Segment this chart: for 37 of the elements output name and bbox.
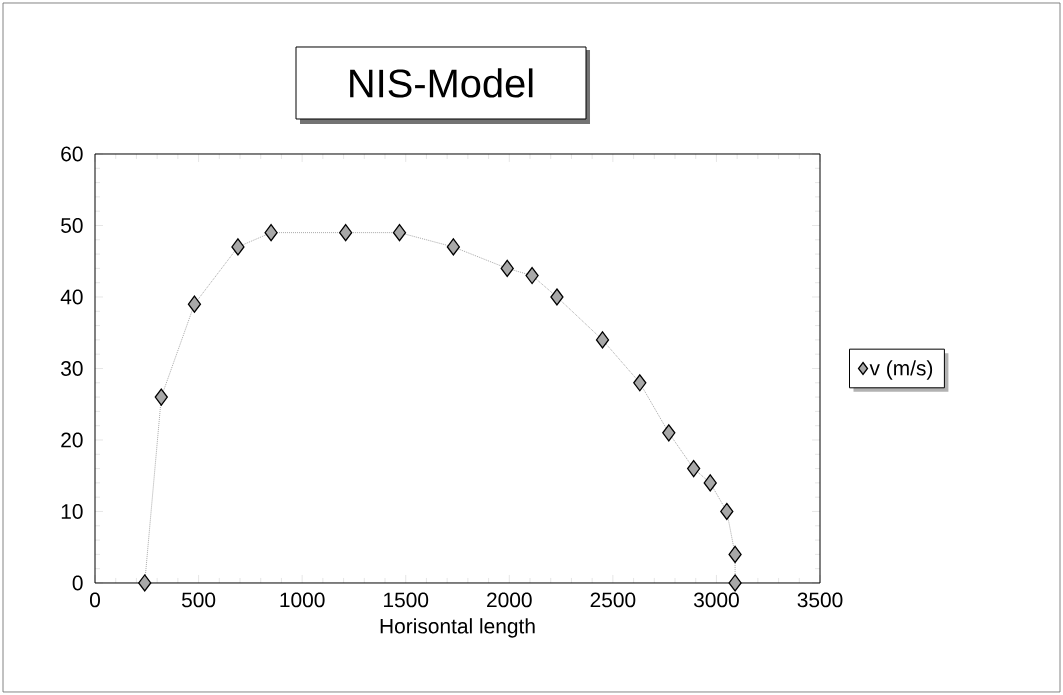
- point: [703, 474, 717, 492]
- point: [339, 223, 353, 242]
- point: [231, 238, 245, 256]
- x-tick-label: 1000: [280, 592, 325, 608]
- point: [687, 459, 701, 478]
- point: [446, 238, 461, 256]
- y-tick-label: 10: [61, 504, 83, 519]
- point: [728, 545, 742, 564]
- y-tick-label: 20: [61, 432, 83, 448]
- x-tick-label: 0: [90, 592, 100, 608]
- y-tick-label: 0: [72, 575, 83, 591]
- point: [154, 388, 168, 406]
- point: [595, 331, 610, 349]
- y-tick-label: 40: [60, 289, 83, 305]
- x-tick-label: 3000: [693, 592, 739, 608]
- chart-title: NIS-Model: [350, 68, 533, 98]
- point: [264, 223, 278, 242]
- x-tick-label: 2500: [590, 592, 636, 608]
- point: [500, 259, 514, 278]
- point: [392, 223, 407, 242]
- point: [633, 374, 647, 392]
- point: [138, 574, 152, 592]
- y-tick-label: 50: [61, 218, 83, 233]
- point: [525, 266, 539, 285]
- point: [662, 424, 676, 442]
- y-tick-label: 30: [61, 361, 83, 376]
- point: [187, 295, 202, 313]
- point: [720, 502, 734, 521]
- x-axis-title: Horisontal length: [380, 618, 535, 638]
- y-tick-label: 60: [61, 146, 83, 162]
- legend-label: v (m/s): [869, 360, 933, 380]
- point: [728, 574, 742, 592]
- point: [550, 288, 564, 306]
- x-tick-label: 1500: [384, 592, 429, 608]
- x-tick-label: 2000: [487, 592, 532, 608]
- x-tick-label: 500: [181, 592, 216, 608]
- x-tick-label: 3500: [797, 592, 843, 608]
